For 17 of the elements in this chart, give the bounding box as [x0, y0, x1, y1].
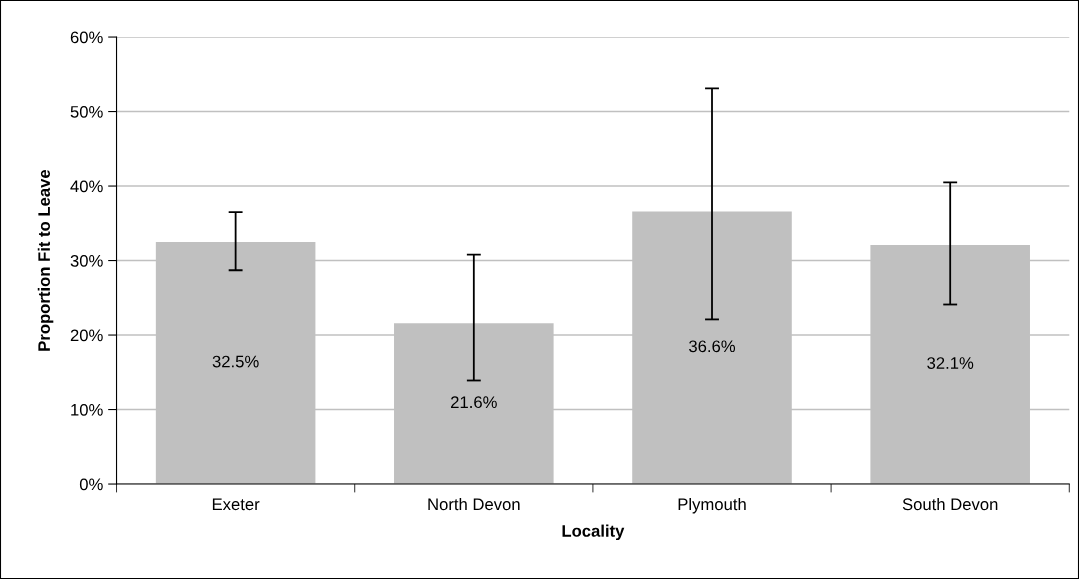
y-axis-title: Proportion Fit to Leave: [37, 169, 54, 351]
y-tick-label: 30%: [70, 254, 103, 267]
data-label: 32.5%: [212, 355, 259, 368]
x-tick-label: Exeter: [212, 498, 260, 511]
x-axis-title: Locality: [562, 524, 625, 541]
data-label: 21.6%: [451, 396, 497, 409]
x-tick-label: South Devon: [902, 497, 998, 511]
data-label: 36.6%: [689, 340, 736, 353]
y-tick-label: 50%: [70, 105, 103, 118]
y-tick-label: 20%: [70, 329, 103, 342]
data-label: 32.1%: [927, 357, 974, 369]
y-tick-label: 0%: [79, 478, 103, 491]
x-tick-label: Plymouth: [678, 497, 746, 514]
y-tick-label: 10%: [71, 403, 103, 416]
y-tick-label: 60%: [70, 31, 103, 44]
x-tick-label: North Devon: [428, 497, 520, 511]
y-tick-label: 40%: [70, 180, 103, 193]
